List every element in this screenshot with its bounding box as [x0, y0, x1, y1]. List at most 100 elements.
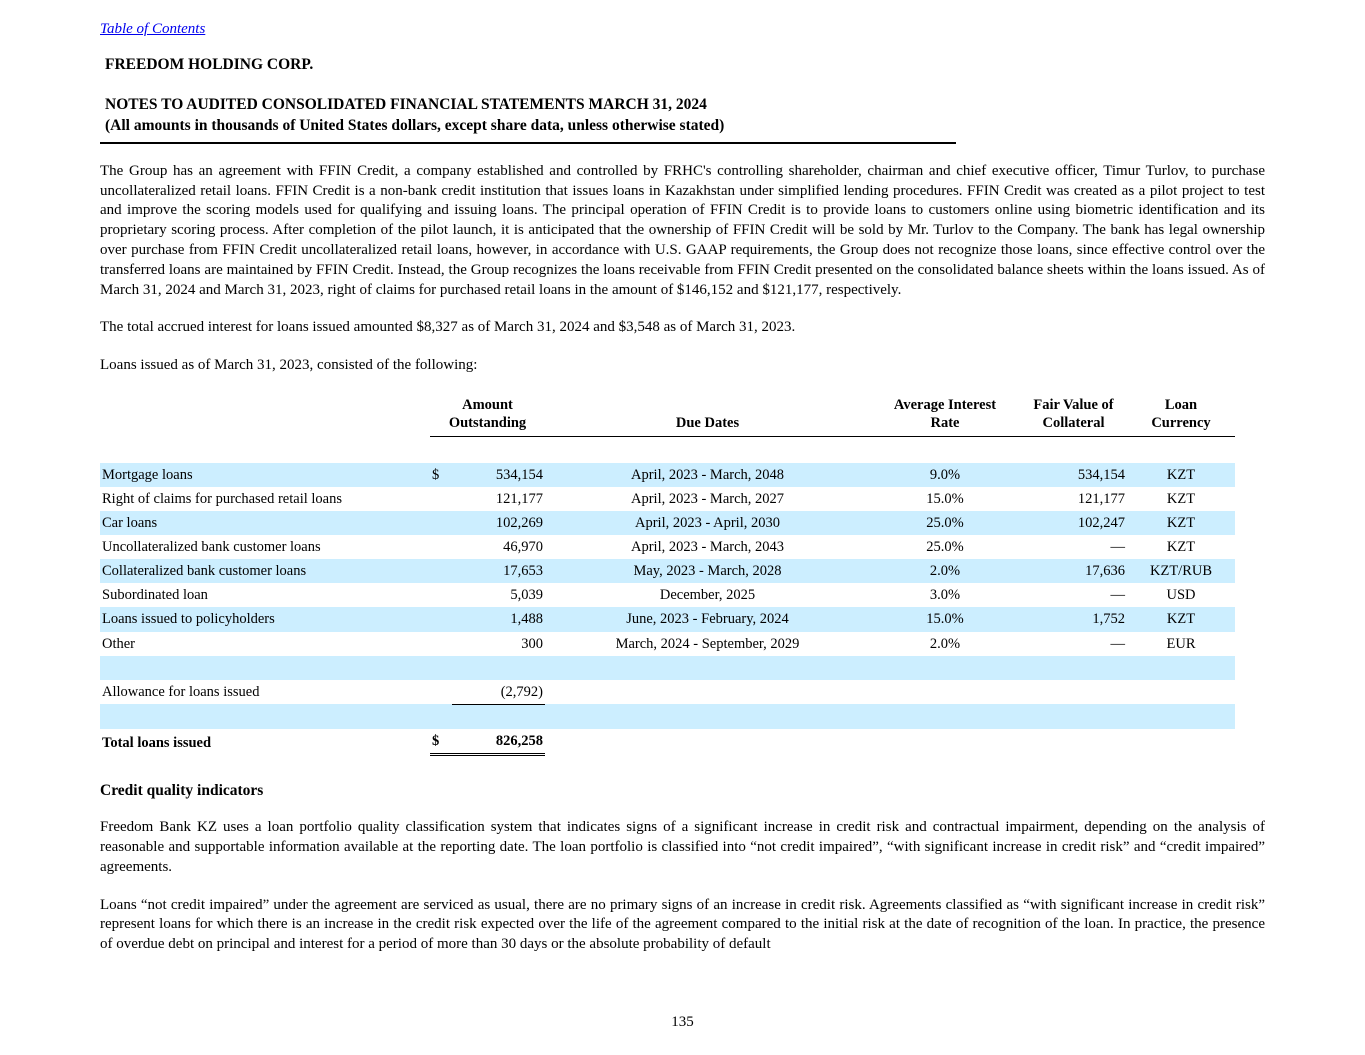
due-dates-cell	[545, 729, 870, 755]
fair-value-cell: 102,247	[1020, 510, 1127, 536]
amount-outstanding-cell: 102,269	[452, 510, 545, 536]
loan-currency-cell: KZT	[1166, 490, 1196, 507]
interest-rate-cell	[870, 729, 1020, 755]
loan-type-cell	[100, 655, 430, 680]
loans-table-body: Mortgage loans $534,154 April, 2023 - Marc…	[100, 437, 1235, 757]
loan-type-cell: Subordinated loan	[102, 587, 208, 604]
due-dates-header: Due Dates	[545, 395, 870, 438]
due-dates-cell: May, 2023 - March, 2028	[545, 559, 870, 584]
loan-currency-cell	[1127, 655, 1235, 680]
loan-type-cell: Mortgage loans	[100, 462, 430, 487]
loan-type-cell: Car loans	[100, 510, 430, 536]
table-row: Collateralized bank customer loans 17,65…	[100, 559, 1235, 584]
document-title: NOTES TO AUDITED CONSOLIDATED FINANCIAL …	[105, 96, 707, 113]
amount-outstanding-cell: 826,258	[452, 729, 545, 757]
fair-value-cell: —	[1110, 539, 1126, 556]
due-dates-cell	[545, 704, 870, 730]
interest-rate-cell: 15.0%	[870, 607, 1020, 632]
loan-currency-cell: KZT/RUB	[1127, 559, 1235, 584]
fair-value-cell	[1020, 704, 1127, 730]
fair-value-header: Fair Value of Collateral	[1020, 395, 1127, 438]
loan-currency-cell: EUR	[1166, 635, 1196, 652]
document-title-block: NOTES TO AUDITED CONSOLIDATED FINANCIAL …	[100, 94, 956, 144]
table-row: Loans issued to policyholders 1,488 June,…	[100, 607, 1235, 632]
interest-rate-cell: 2.0%	[870, 559, 1020, 584]
amount-outstanding-cell	[452, 655, 545, 680]
page-number: 135	[671, 1014, 694, 1030]
paragraph-credit-quality: Freedom Bank KZ uses a loan portfolio qu…	[100, 819, 1265, 875]
loan-currency-cell: KZT	[1166, 539, 1196, 556]
fair-value-cell	[1020, 680, 1127, 705]
loan-currency-cell: KZT	[1127, 462, 1235, 487]
table-gap-row	[100, 437, 1235, 463]
interest-rate-cell: 3.0%	[929, 587, 961, 604]
due-dates-cell: April, 2023 - March, 2043	[630, 539, 785, 556]
document-subtitle: (All amounts in thousands of United Stat…	[105, 117, 725, 135]
loan-type-cell: Loans issued to policyholders	[100, 607, 430, 632]
loan-currency-cell	[1127, 680, 1235, 705]
amount-outstanding-header: Amount Outstanding	[430, 395, 545, 438]
table-row: Total loans issued $826,258	[100, 729, 1235, 757]
loans-issued-table: Amount Outstanding Due Dates Average Int…	[100, 395, 1235, 757]
loan-type-cell: Uncollateralized bank customer loans	[102, 539, 321, 556]
due-dates-cell: June, 2023 - February, 2024	[545, 607, 870, 632]
table-of-contents-link[interactable]: Table of Contents	[100, 21, 206, 37]
company-name: FREEDOM HOLDING CORP.	[105, 56, 314, 73]
table-row: Subordinated loan 5,039 December, 2025 3.0…	[100, 583, 1235, 607]
loan-type-header	[100, 396, 430, 437]
loan-currency-cell	[1127, 729, 1235, 755]
amount-outstanding-cell: 300	[521, 635, 543, 652]
due-dates-cell: December, 2025	[659, 587, 756, 604]
loan-type-cell: Right of claims for purchased retail loa…	[102, 490, 342, 507]
amount-outstanding-cell	[452, 704, 545, 730]
paragraph-loans-issued-intro: Loans issued as of March 31, 2023, consi…	[100, 357, 478, 374]
due-dates-cell	[545, 655, 870, 680]
table-spacer-row	[100, 655, 1235, 680]
interest-rate-cell: 25.0%	[870, 510, 1020, 536]
fair-value-cell	[1020, 655, 1127, 680]
loan-type-cell	[100, 704, 430, 730]
loan-currency-cell	[1127, 704, 1235, 730]
currency-symbol-cell	[430, 655, 452, 680]
credit-quality-heading: Credit quality indicators	[100, 782, 264, 800]
paragraph-accrued-interest: The total accrued interest for loans iss…	[100, 319, 796, 336]
loan-currency-cell: KZT	[1127, 510, 1235, 536]
currency-symbol-cell	[430, 510, 452, 536]
amount-outstanding-cell: 17,653	[452, 559, 545, 584]
table-row: Uncollateralized bank customer loans 46,…	[100, 535, 1235, 559]
loan-type-cell: Total loans issued	[102, 734, 212, 751]
table-row: Right of claims for purchased retail loa…	[100, 487, 1235, 511]
currency-symbol-cell	[430, 680, 452, 705]
fair-value-cell: 534,154	[1020, 462, 1127, 487]
due-dates-cell: April, 2023 - March, 2048	[545, 462, 870, 487]
due-dates-cell	[545, 680, 870, 705]
amount-outstanding-cell: 5,039	[510, 587, 543, 604]
loan-currency-header: Loan Currency	[1127, 395, 1235, 438]
interest-rate-cell: 2.0%	[929, 635, 961, 652]
currency-symbol-cell	[430, 583, 452, 607]
fair-value-cell: 1,752	[1020, 607, 1127, 632]
amount-outstanding-cell: (2,792)	[452, 679, 545, 705]
due-dates-cell: April, 2023 - March, 2027	[630, 490, 785, 507]
document-page: Table of Contents FREEDOM HOLDING CORP. …	[100, 21, 1265, 952]
loan-type-cell: Collateralized bank customer loans	[100, 559, 430, 584]
paragraph-ffin-credit: The Group has an agreement with FFIN Cre…	[100, 162, 1265, 298]
amount-outstanding-cell: 534,154	[452, 462, 545, 487]
loan-currency-cell: USD	[1166, 587, 1196, 604]
amount-outstanding-cell: 1,488	[452, 607, 545, 632]
fair-value-cell: —	[1110, 635, 1126, 652]
interest-rate-cell: 9.0%	[870, 462, 1020, 487]
fair-value-cell: —	[1110, 587, 1126, 604]
table-row: Allowance for loans issued (2,792)	[100, 679, 1235, 705]
currency-symbol-cell	[430, 559, 452, 584]
interest-rate-cell	[870, 680, 1020, 705]
fair-value-cell	[1020, 729, 1127, 755]
table-spacer-row	[100, 704, 1235, 730]
interest-rate-cell: 25.0%	[926, 539, 964, 556]
fair-value-cell: 121,177	[1077, 490, 1125, 507]
interest-rate-cell	[870, 704, 1020, 730]
currency-symbol-cell: $	[430, 729, 452, 757]
currency-symbol-cell	[430, 607, 452, 632]
currency-symbol-cell	[430, 487, 452, 511]
table-row: Mortgage loans $534,154 April, 2023 - Marc…	[100, 462, 1235, 487]
